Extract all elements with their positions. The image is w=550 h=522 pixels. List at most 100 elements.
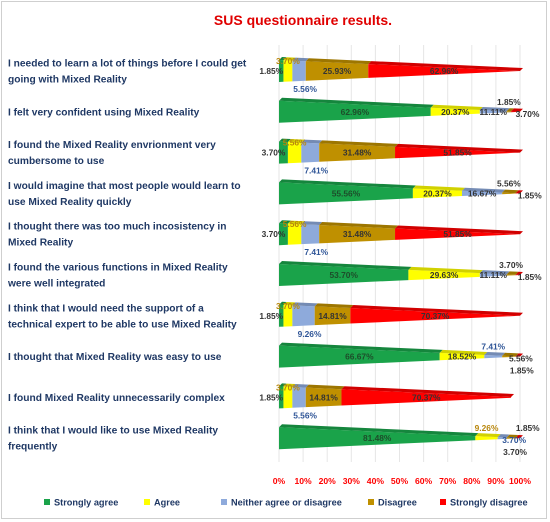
segment-value-label: 5.56% [283, 138, 307, 148]
bar-segment-top [515, 271, 523, 275]
bar-segment-top [515, 190, 524, 194]
bar-segment [350, 308, 520, 324]
segment-value-label: 1.85% [510, 366, 534, 376]
bar-segment-top [287, 139, 305, 143]
bar-segment-top [319, 140, 399, 147]
segment-value-label: 51.85% [443, 148, 472, 158]
bar-segment-top [395, 225, 523, 235]
bar-segment-top [475, 433, 501, 438]
legend-swatch [440, 499, 446, 505]
bar-segment-top [479, 106, 510, 112]
legend-label: Disagree [378, 498, 417, 508]
bar-segment [475, 436, 498, 441]
segment-value-label: 3.70% [499, 260, 523, 270]
bar-segment [279, 345, 440, 368]
bar-segment-top [502, 189, 519, 194]
segment-value-label: 5.56% [283, 219, 307, 229]
bar-segment-top [287, 220, 305, 225]
bar-segment [408, 269, 480, 281]
x-tick-label: 40% [367, 476, 385, 486]
bar-segment-top [279, 97, 434, 108]
legend-label: Neither agree or disagree [231, 498, 342, 508]
x-tick-label: 100% [509, 476, 531, 486]
bar-segment [439, 352, 485, 361]
bar-segment [279, 223, 288, 246]
segment-value-label: 70.37% [421, 311, 450, 321]
segment-value-label: 1.85% [259, 66, 283, 76]
bar-segment [314, 306, 351, 326]
bar-segment [430, 107, 480, 116]
question-label-line: going with Mixed Reality [8, 75, 127, 86]
bar-segment [301, 224, 320, 245]
segment-value-label: 3.70% [276, 382, 300, 392]
bar-segment-top [511, 108, 523, 112]
question-label-line: I found the various functions in Mixed R… [8, 263, 228, 274]
bar-segment [506, 437, 516, 439]
x-tick-label: 60% [415, 476, 433, 486]
bar-segment [484, 354, 503, 359]
x-tick-label: 10% [294, 476, 312, 486]
bars [279, 57, 524, 450]
segment-value-label: 66.67% [345, 352, 374, 362]
question-label-line: frequently [8, 442, 58, 453]
x-tick-label: 0% [273, 476, 286, 486]
question-label-line: I needed to learn a lot of things before… [8, 59, 247, 70]
bar-segment [502, 192, 516, 195]
bar-segment [279, 141, 288, 164]
segment-value-label: 1.85% [259, 392, 283, 402]
bar-segment [395, 228, 520, 240]
segment-value-label: 62.96% [341, 107, 370, 117]
segment-labels: 25.93% 62.96%1.85%3.70%5.56%62.96% 20.37% 1… [259, 56, 542, 457]
segment-value-label: 3.70% [516, 109, 540, 119]
bar-segment-top [292, 384, 309, 388]
segment-value-label: 51.85% [443, 229, 472, 239]
question-label-line: I think that I would need the support of… [8, 303, 204, 314]
legend-item: Disagree [368, 498, 417, 508]
legend-swatch [44, 499, 50, 505]
x-tick-label: 30% [343, 476, 361, 486]
segment-value-label: 3.70% [503, 447, 527, 457]
bar-segment-top [412, 185, 465, 191]
bar-segment-top [395, 143, 523, 153]
bar-segment [502, 355, 516, 358]
bar-segment-top [506, 434, 519, 438]
question-label-line: I thought there was too much incosistenc… [8, 222, 227, 233]
question-label-line: technical expert to be able to use Mixed… [8, 319, 237, 330]
bar-segment [279, 100, 431, 123]
segment-value-label: 16.67% [468, 188, 497, 198]
bar-segment-top [439, 349, 488, 355]
segment-value-label: 9.26% [475, 423, 499, 433]
question-label-line: I thought that Mixed Reality was easy to… [8, 352, 222, 363]
bar-segment [279, 60, 284, 82]
segment-value-label: 1.85% [259, 311, 283, 321]
bar-segment-top [341, 386, 515, 397]
bar-segment-top [292, 57, 309, 62]
legend-item: Agree [144, 498, 180, 508]
question-label-line: Mixed Reality [8, 238, 73, 249]
segment-value-label: 1.85% [518, 190, 542, 200]
segment-value-label: 20.37% [441, 107, 470, 117]
segment-value-label: 3.70% [262, 229, 286, 239]
bar-segment [368, 64, 520, 78]
segment-value-label: 14.81% [318, 311, 347, 321]
segment-value-label: 5.56% [509, 354, 533, 364]
legend-swatch [221, 499, 227, 505]
bar-segment-top [283, 57, 296, 61]
question-label: I found the Mixed Reality envrionment ve… [8, 140, 216, 167]
bar-segment [497, 437, 507, 440]
segment-value-label: 70.37% [412, 392, 441, 402]
segment-value-label: 5.56% [497, 178, 521, 188]
question-label-line: I found Mixed Reality unnecessarily comp… [8, 393, 225, 404]
bar-segment-top [279, 424, 479, 437]
legend-item: Strongly disagree [440, 498, 528, 508]
bar-segment-top [279, 138, 291, 143]
bar-segment-top [305, 58, 372, 65]
bar-segment-top [301, 221, 323, 226]
segment-value-label: 3.70% [276, 56, 300, 66]
question-label-line: I felt very confident using Mixed Realit… [8, 107, 200, 118]
legend-swatch [368, 499, 374, 505]
question-label-line: use Mixed Reality quickly [8, 197, 132, 208]
question-label: I would imagine that most people would l… [8, 181, 241, 208]
bar-segment [395, 146, 520, 159]
